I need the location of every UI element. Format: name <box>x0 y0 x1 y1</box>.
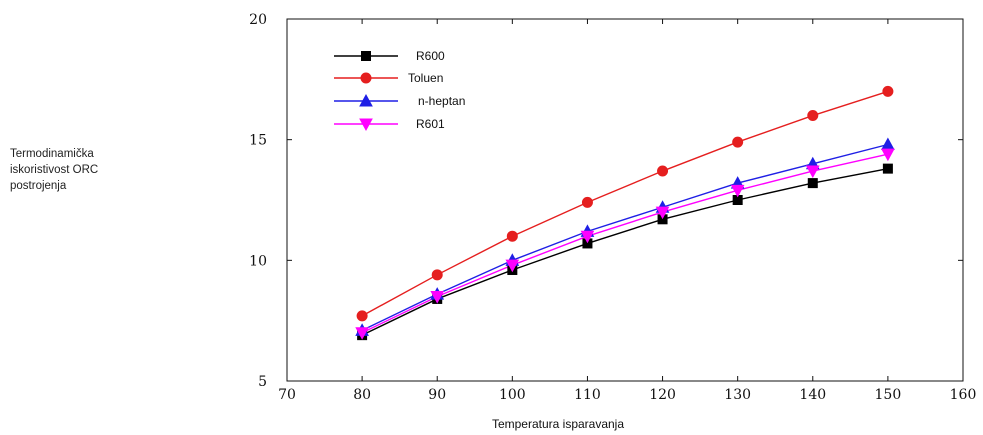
legend-marker-n-heptan <box>359 93 373 107</box>
data-point-r600 <box>882 163 893 174</box>
legend-marker-r600 <box>361 51 371 61</box>
y-axis-label: Termodinamička iskoristivost ORC postroj… <box>10 146 180 194</box>
data-point-r601 <box>881 148 895 162</box>
x-tick-label: 120 <box>649 387 676 403</box>
data-point-r601 <box>730 184 745 198</box>
y-tick-label: 10 <box>249 253 267 269</box>
legend-label-n-heptan: n-heptan <box>418 94 465 108</box>
data-point-r601 <box>655 206 670 220</box>
data-point-toluen <box>581 196 593 208</box>
plot-frame <box>286 18 964 382</box>
data-point-r601 <box>505 259 520 273</box>
data-point-r601 <box>430 291 445 304</box>
data-point-toluen <box>506 230 518 242</box>
data-point-r601 <box>580 230 595 244</box>
legend-marker-toluen <box>360 72 372 84</box>
data-point-n-heptan <box>881 137 895 150</box>
y-tick-label: 5 <box>258 374 267 390</box>
data-point-toluen <box>732 136 744 148</box>
x-tick-label: 90 <box>428 387 446 403</box>
x-tick-label: 110 <box>574 387 601 403</box>
data-point-toluen <box>882 85 894 97</box>
data-point-toluen <box>807 110 819 122</box>
series-line-r601 <box>361 153 889 334</box>
data-point-toluen <box>431 269 443 281</box>
legend-label-r600: R600 <box>416 49 445 63</box>
x-axis-label: Temperatura isparavanja <box>492 417 624 431</box>
x-tick-label: 100 <box>499 387 526 403</box>
x-tick-label: 150 <box>875 387 902 403</box>
data-point-toluen <box>356 310 368 322</box>
legend: R600 Toluen n-heptan R601 <box>334 49 465 132</box>
x-tick-label: 160 <box>950 387 977 403</box>
legend-label-r601: R601 <box>416 117 445 131</box>
series-markers <box>355 85 895 341</box>
y-tick-label: 15 <box>249 133 267 149</box>
data-point-r601 <box>805 165 820 179</box>
y-axis-label-line-1: Termodinamička <box>10 148 94 160</box>
y-axis-label-line-2: iskoristivost ORC <box>10 164 99 176</box>
x-tick-label: 130 <box>724 387 751 403</box>
x-tick-label: 80 <box>353 387 371 403</box>
series-line-r600 <box>361 167 889 336</box>
legend-label-toluen: Toluen <box>408 71 443 85</box>
x-tick-label: 140 <box>799 387 826 403</box>
y-tick-label: 20 <box>249 12 267 28</box>
x-tick-label: 70 <box>278 387 296 403</box>
series-line-toluen <box>361 90 889 317</box>
data-point-r600 <box>807 178 818 189</box>
series-lines <box>361 90 889 336</box>
data-point-r601 <box>355 327 369 340</box>
series-line-n-heptan <box>361 143 889 331</box>
axis-ticks: 70 80 90 100 110 120 130 140 150 160 5 10 15 20 <box>249 12 976 403</box>
legend-marker-r601 <box>359 118 373 132</box>
data-point-toluen <box>657 165 669 177</box>
y-axis-label-line-3: postrojenja <box>10 180 67 192</box>
